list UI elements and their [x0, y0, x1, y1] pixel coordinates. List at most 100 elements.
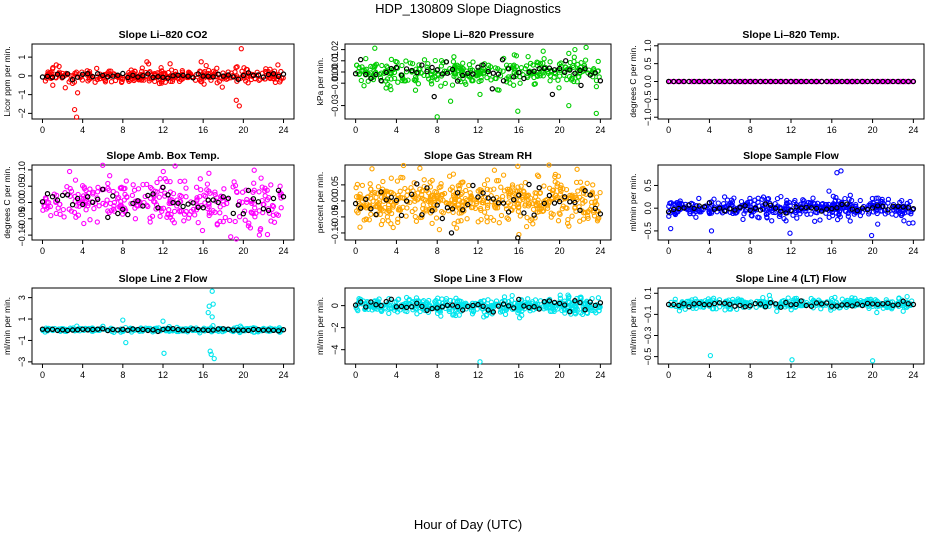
- data-point: [100, 162, 106, 168]
- average-point: [818, 208, 825, 214]
- data-point: [557, 292, 563, 298]
- average-point: [125, 74, 131, 81]
- average-point: [368, 299, 374, 305]
- data-point: [549, 195, 556, 201]
- data-point: [473, 200, 480, 207]
- outlier-point: [868, 232, 875, 239]
- data-points: [39, 46, 287, 120]
- average-point: [752, 300, 759, 307]
- data-point: [92, 200, 99, 207]
- average-point: [732, 303, 738, 309]
- outlier-point: [834, 170, 840, 176]
- average-point: [727, 301, 733, 307]
- data-point: [392, 305, 398, 311]
- average-point: [165, 75, 171, 81]
- average-point: [275, 187, 282, 194]
- data-point: [84, 68, 90, 74]
- average-point: [140, 326, 146, 333]
- average-point: [460, 307, 466, 313]
- average-point: [824, 78, 830, 85]
- data-point: [491, 203, 498, 209]
- data-point: [384, 76, 391, 82]
- data-point: [477, 205, 484, 212]
- data-point: [435, 295, 441, 301]
- data-point: [410, 307, 416, 313]
- average-point: [521, 303, 527, 309]
- average-point: [388, 194, 394, 200]
- data-point: [530, 62, 536, 68]
- average-point: [592, 70, 599, 76]
- data-point: [897, 78, 903, 85]
- average-point: [414, 181, 420, 187]
- average-point: [859, 302, 866, 309]
- average-point: [582, 307, 588, 313]
- data-point: [368, 186, 374, 192]
- average-point: [511, 74, 517, 80]
- data-point: [412, 87, 419, 93]
- data-point: [53, 62, 59, 68]
- average-point: [460, 207, 466, 213]
- y-tick-label: −2: [330, 323, 340, 333]
- data-point: [149, 213, 156, 219]
- data-point: [505, 189, 511, 195]
- data-point: [122, 191, 128, 198]
- data-point: [257, 227, 263, 233]
- data-point: [778, 205, 784, 212]
- data-point: [53, 210, 59, 217]
- data-point: [845, 213, 851, 219]
- data-point: [740, 216, 746, 223]
- data-point: [388, 175, 394, 181]
- average-point: [551, 67, 558, 73]
- data-point: [169, 78, 176, 85]
- average-point: [752, 205, 759, 211]
- average-point: [105, 327, 111, 334]
- average-point: [531, 212, 537, 218]
- data-point: [108, 79, 115, 85]
- data-point: [784, 200, 790, 207]
- data-point: [537, 60, 544, 66]
- outlier-point: [363, 55, 369, 62]
- data-point: [893, 212, 899, 218]
- data-point: [399, 62, 405, 69]
- x-tick-label: 24: [908, 125, 918, 135]
- average-point: [352, 70, 359, 77]
- data-point: [456, 312, 462, 318]
- data-point: [81, 185, 88, 192]
- data-point: [437, 307, 443, 314]
- data-point: [135, 186, 142, 192]
- data-point: [442, 80, 448, 87]
- average-point: [409, 67, 415, 74]
- data-point: [361, 202, 367, 208]
- data-point: [206, 210, 212, 216]
- data-points: [39, 288, 287, 362]
- average-point: [536, 184, 542, 191]
- data-point: [460, 60, 466, 66]
- x-tick-label: 16: [827, 125, 837, 135]
- data-point: [711, 196, 717, 202]
- data-point: [464, 216, 470, 222]
- average-point: [701, 301, 708, 308]
- average-point: [205, 327, 211, 333]
- average-point: [864, 300, 871, 307]
- data-point: [498, 184, 504, 190]
- average-point: [676, 302, 682, 309]
- average-point: [854, 301, 861, 307]
- data-point: [385, 205, 392, 212]
- data-point: [478, 298, 484, 305]
- average-point: [742, 78, 748, 85]
- x-tick-label: 12: [473, 370, 483, 380]
- data-point: [388, 86, 394, 93]
- average-point: [69, 201, 76, 208]
- average-point: [120, 206, 126, 212]
- data-point: [484, 74, 490, 81]
- average-point: [160, 326, 166, 333]
- average-point: [260, 74, 267, 80]
- data-point: [549, 187, 556, 194]
- outlier-point: [207, 348, 213, 354]
- average-point: [686, 78, 692, 85]
- data-point: [589, 307, 595, 314]
- average-point: [556, 300, 563, 307]
- data-point: [552, 192, 559, 198]
- average-point: [572, 199, 578, 206]
- data-point: [404, 192, 410, 199]
